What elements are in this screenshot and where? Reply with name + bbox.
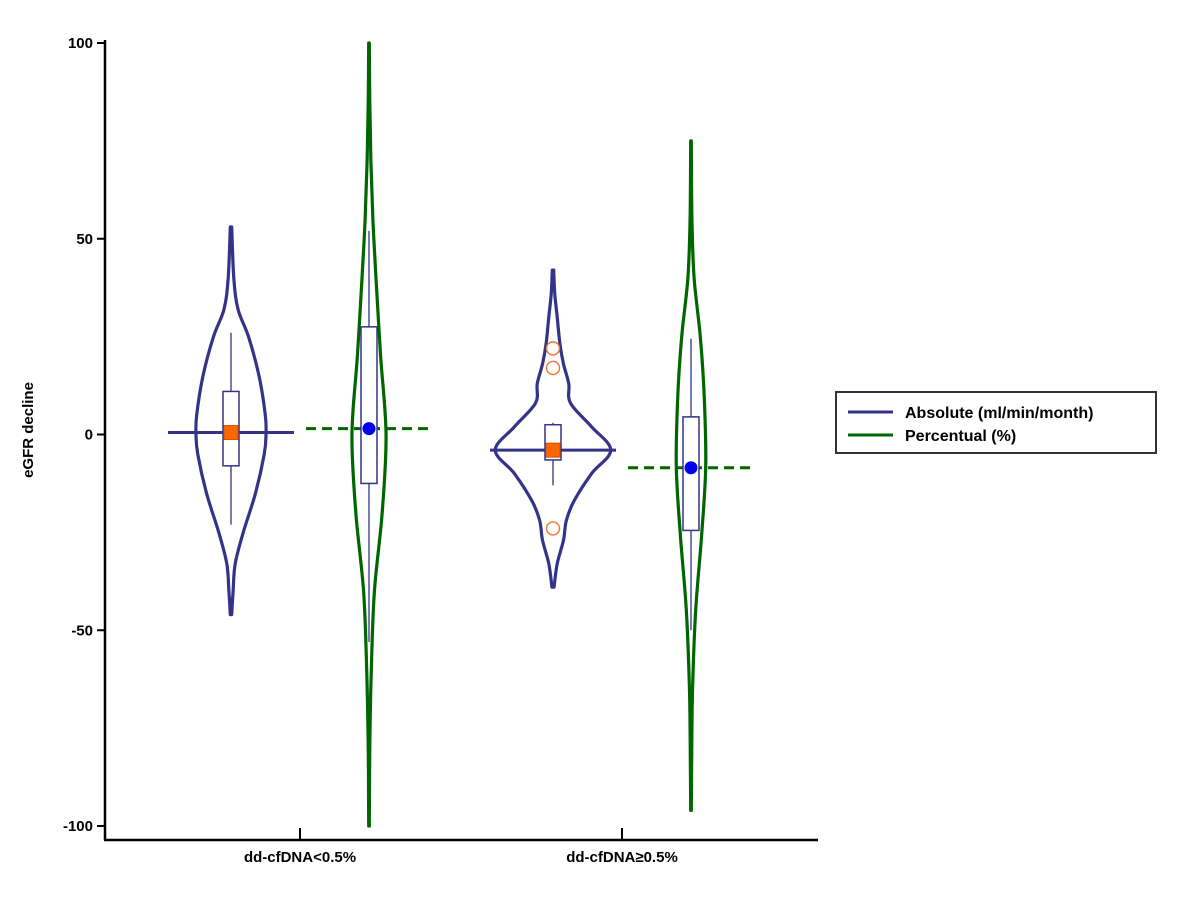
legend-box <box>835 391 1157 454</box>
x-tick-label: dd-cfDNA≥0.5% <box>566 849 678 866</box>
y-tick-label: 100 <box>68 35 93 52</box>
y-tick-label: -100 <box>63 818 93 835</box>
y-tick-label: 0 <box>85 427 93 444</box>
violin-percentual <box>674 139 708 812</box>
outlier-point <box>545 341 561 356</box>
outlier-point <box>545 360 561 376</box>
legend-label-percentual: Percentual (%) <box>905 428 1016 445</box>
violin-absolute <box>194 225 268 617</box>
y-tick-label: 50 <box>76 231 93 248</box>
legend: Absolute (ml/min/month) Percentual (%) <box>835 391 1157 454</box>
axes: 100 50 0 -50 -100 dd-cfDNA<0.5% dd-cfDNA≥0.5% <box>63 35 818 866</box>
median-marker <box>545 442 561 458</box>
y-axis-label: eGFR decline <box>20 382 37 478</box>
legend-label-absolute: Absolute (ml/min/month) <box>905 405 1093 422</box>
box <box>360 326 378 485</box>
violin-absolute <box>493 268 613 589</box>
violin-percentual <box>350 41 388 828</box>
median-marker <box>684 461 698 475</box>
x-tick-label: dd-cfDNA<0.5% <box>244 849 356 866</box>
plot-area <box>168 41 754 828</box>
median-marker <box>362 422 376 436</box>
outlier-point <box>545 521 561 536</box>
median-marker <box>223 425 239 441</box>
y-tick-label: -50 <box>71 622 93 639</box>
